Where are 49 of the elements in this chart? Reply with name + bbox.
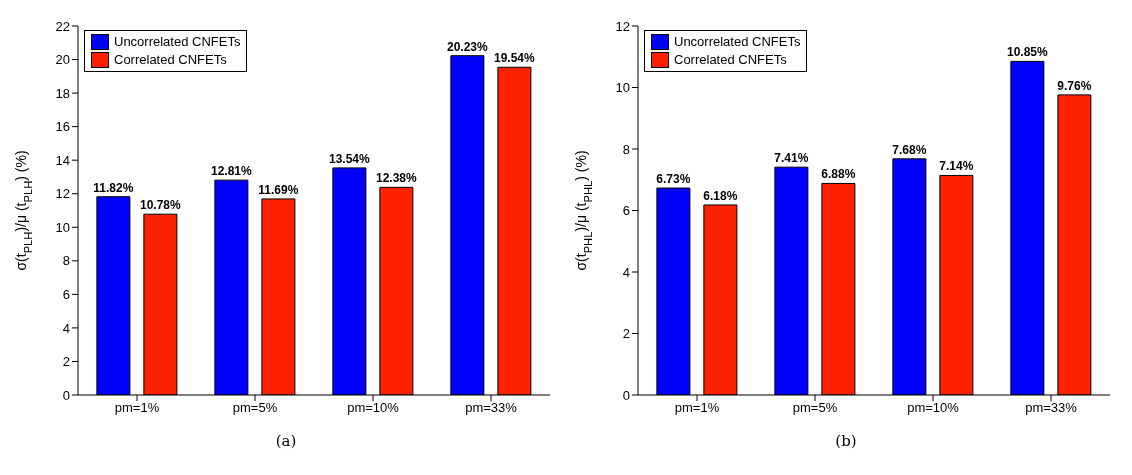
y-tick-label: 12 [615, 18, 630, 34]
data-label: 11.69% [258, 182, 299, 197]
x-tick-label: pm=10% [907, 400, 960, 416]
data-label: 13.54% [329, 151, 371, 166]
data-label: 19.54% [494, 51, 536, 66]
data-label: 10.78% [140, 198, 182, 213]
y-tick-label: 0 [622, 387, 630, 403]
y-tick-label: 6 [62, 286, 70, 302]
y-tick-label: 14 [55, 152, 70, 168]
y-tick-label: 18 [55, 85, 70, 101]
y-tick-label: 10 [55, 219, 70, 235]
data-label: 20.23% [447, 39, 489, 54]
legend-label: Correlated CNFETs [674, 51, 787, 69]
x-tick-label: pm=1% [114, 400, 160, 416]
y-tick-label: 20 [55, 52, 70, 68]
y-tick-label: 8 [62, 253, 70, 269]
y-tick-label: 6 [622, 203, 630, 219]
data-label: 9.76% [1057, 78, 1092, 93]
data-label: 12.81% [211, 164, 253, 179]
y-tick-label: 22 [55, 18, 70, 34]
y-tick-label: 16 [55, 119, 70, 135]
x-tick-label: pm=5% [792, 400, 838, 416]
text: (a) [274, 432, 298, 450]
x-tick-label: pm=33% [1025, 400, 1078, 416]
x-tick-label: pm=10% [347, 400, 400, 416]
legend-label: Uncorrelated CNFETs [114, 33, 241, 51]
data-label: 6.73% [656, 172, 691, 187]
data-label: 11.82% [93, 180, 134, 195]
legend-label: Correlated CNFETs [114, 51, 227, 69]
y-tick-label: 4 [62, 320, 70, 336]
data-label: 7.41% [774, 151, 809, 166]
data-label: 12.38% [376, 171, 418, 186]
y-tick-label: 4 [622, 264, 630, 280]
y-tick-label: 12 [55, 186, 70, 202]
y-tick-label: 2 [62, 354, 70, 370]
legend-label: Uncorrelated CNFETs [674, 33, 801, 51]
y-tick-label: 0 [62, 387, 70, 403]
y-tick-label: 10 [615, 80, 630, 96]
data-label: 7.14% [939, 159, 974, 174]
y-tick-label: 2 [622, 326, 630, 342]
x-tick-label: pm=33% [465, 400, 518, 416]
data-label: 6.88% [821, 167, 856, 182]
data-label: 10.85% [1007, 45, 1049, 60]
data-label: 7.68% [892, 142, 927, 157]
text: (b) [834, 432, 858, 450]
y-tick-label: 8 [622, 141, 630, 157]
data-label: 6.18% [703, 188, 738, 203]
x-tick-label: pm=5% [232, 400, 278, 416]
x-tick-label: pm=1% [674, 400, 720, 416]
